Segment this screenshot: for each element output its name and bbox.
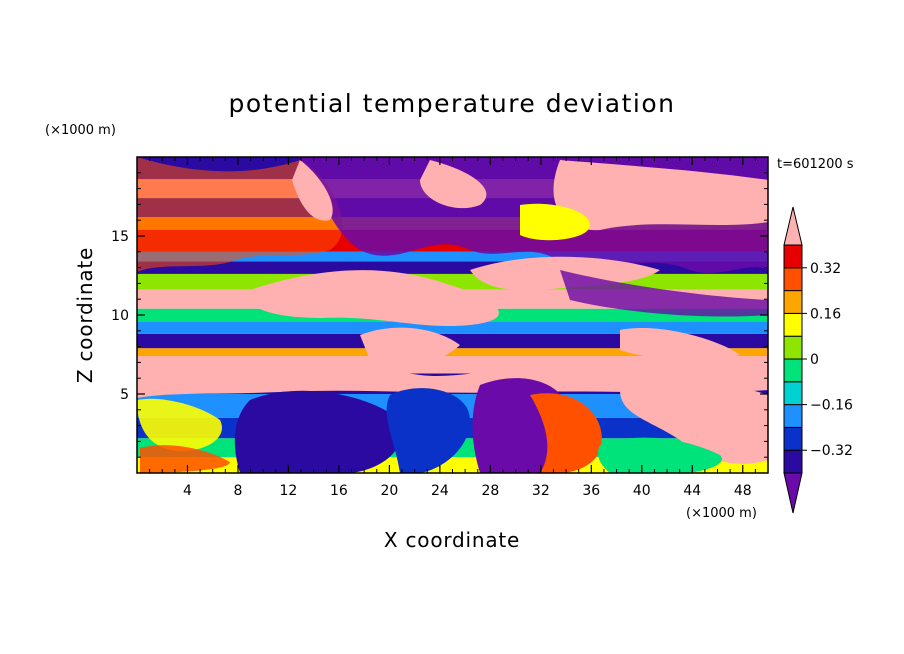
colorbar-label: −0.32: [810, 443, 853, 459]
y-tick-label: 5: [120, 387, 129, 403]
x-axis-unit: (×1000 m): [686, 506, 757, 521]
y-axis-label: Z coordinate: [73, 247, 97, 383]
colorbar-box: [783, 426, 803, 451]
field-blob: [620, 382, 768, 464]
field-blob: [598, 437, 722, 473]
time-label: t=601200 s: [777, 157, 854, 172]
field-band: [137, 348, 768, 357]
colorbar-box: [783, 449, 803, 474]
x-tick-label: 4: [183, 483, 192, 499]
y-axis-unit: (×1000 m): [45, 123, 116, 138]
chart-title: potential temperature deviation: [229, 89, 676, 118]
axis-ticks: [137, 157, 768, 473]
field-blob: [234, 390, 402, 473]
x-tick-label: 32: [532, 483, 550, 499]
colorbar-box: [783, 358, 803, 383]
x-tick-label: 16: [330, 483, 348, 499]
x-tick-label: 20: [380, 483, 398, 499]
plot-area: [137, 157, 768, 473]
field-band: [137, 321, 768, 334]
colorbar-box: [783, 381, 803, 406]
field-blob: [560, 270, 768, 317]
field-blobs: [137, 157, 768, 473]
colorbar-box: [783, 404, 803, 428]
y-tick-label: 15: [111, 229, 129, 245]
field-blob: [360, 327, 460, 365]
field-blob: [292, 160, 333, 221]
field-blob: [530, 393, 602, 473]
colorbar-box: [783, 244, 803, 269]
field-blob: [137, 360, 768, 398]
x-tick-label: 36: [582, 483, 600, 499]
colorbar-label: 0.16: [810, 306, 841, 322]
x-tick-label: 12: [280, 483, 298, 499]
colorbar-box: [783, 290, 803, 314]
x-tick-label: 40: [633, 483, 651, 499]
x-tick-label: 28: [481, 483, 499, 499]
field-blob: [620, 328, 740, 361]
colorbar-label: −0.16: [810, 398, 853, 414]
field-blob: [520, 203, 590, 241]
x-axis-label: X coordinate: [384, 528, 520, 552]
colorbar: [783, 206, 807, 514]
field-blob: [420, 160, 487, 209]
field-blob: [137, 157, 343, 272]
colorbar-box: [783, 267, 803, 292]
field-band: [137, 251, 768, 262]
field-blob: [386, 388, 470, 473]
colorbar-top-triangle: [783, 206, 803, 246]
colorbar-label: 0.32: [810, 261, 841, 277]
field-blob: [140, 445, 230, 473]
field-blob: [553, 160, 768, 231]
field-blob: [137, 398, 222, 451]
colorbar-label: 0: [810, 352, 819, 368]
x-tick-label: 44: [683, 483, 701, 499]
colorbar-bottom-triangle: [783, 472, 803, 514]
y-tick-label: 10: [111, 308, 129, 324]
colorbar-box: [783, 335, 803, 360]
colorbar-labels: 0.32 0.16 0 −0.16 −0.32: [810, 261, 853, 459]
field-blob: [248, 270, 499, 327]
x-tick-label: 8: [233, 483, 242, 499]
x-tick-label: 24: [431, 483, 449, 499]
colorbar-box: [783, 312, 803, 337]
x-tick-label: 48: [734, 483, 752, 499]
